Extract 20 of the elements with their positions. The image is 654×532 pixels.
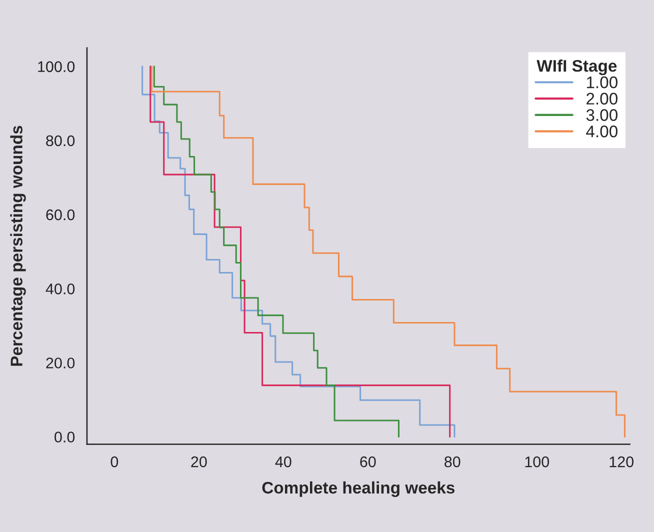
- x-tick-label: 100: [525, 456, 550, 468]
- y-tick-label: 100.0: [38, 61, 75, 72]
- legend-label: 3.00: [586, 109, 618, 121]
- legend-label: 4.00: [586, 126, 618, 138]
- x-tick-label: 60: [360, 456, 376, 468]
- legend-label: 2.00: [586, 92, 618, 105]
- x-tick-label: 20: [191, 456, 207, 468]
- y-tick-label: 80.0: [46, 135, 75, 146]
- y-tick-label: 40.0: [46, 284, 75, 294]
- y-axis-title: Percentage persisting wounds: [10, 126, 26, 366]
- y-tick-label: 20.0: [46, 358, 75, 368]
- legend-title: WIfI Stage: [536, 60, 617, 76]
- x-tick-label: 40: [275, 456, 292, 468]
- legend-label: 1.00: [586, 76, 618, 88]
- x-tick-label: 0: [110, 456, 118, 468]
- y-tick-label: 60.0: [46, 209, 75, 220]
- y-tick-label: 0.0: [54, 432, 75, 442]
- x-tick-label: 80: [444, 456, 460, 468]
- x-tick-label: 120: [610, 456, 634, 468]
- x-axis-title: Complete healing weeks: [262, 481, 455, 497]
